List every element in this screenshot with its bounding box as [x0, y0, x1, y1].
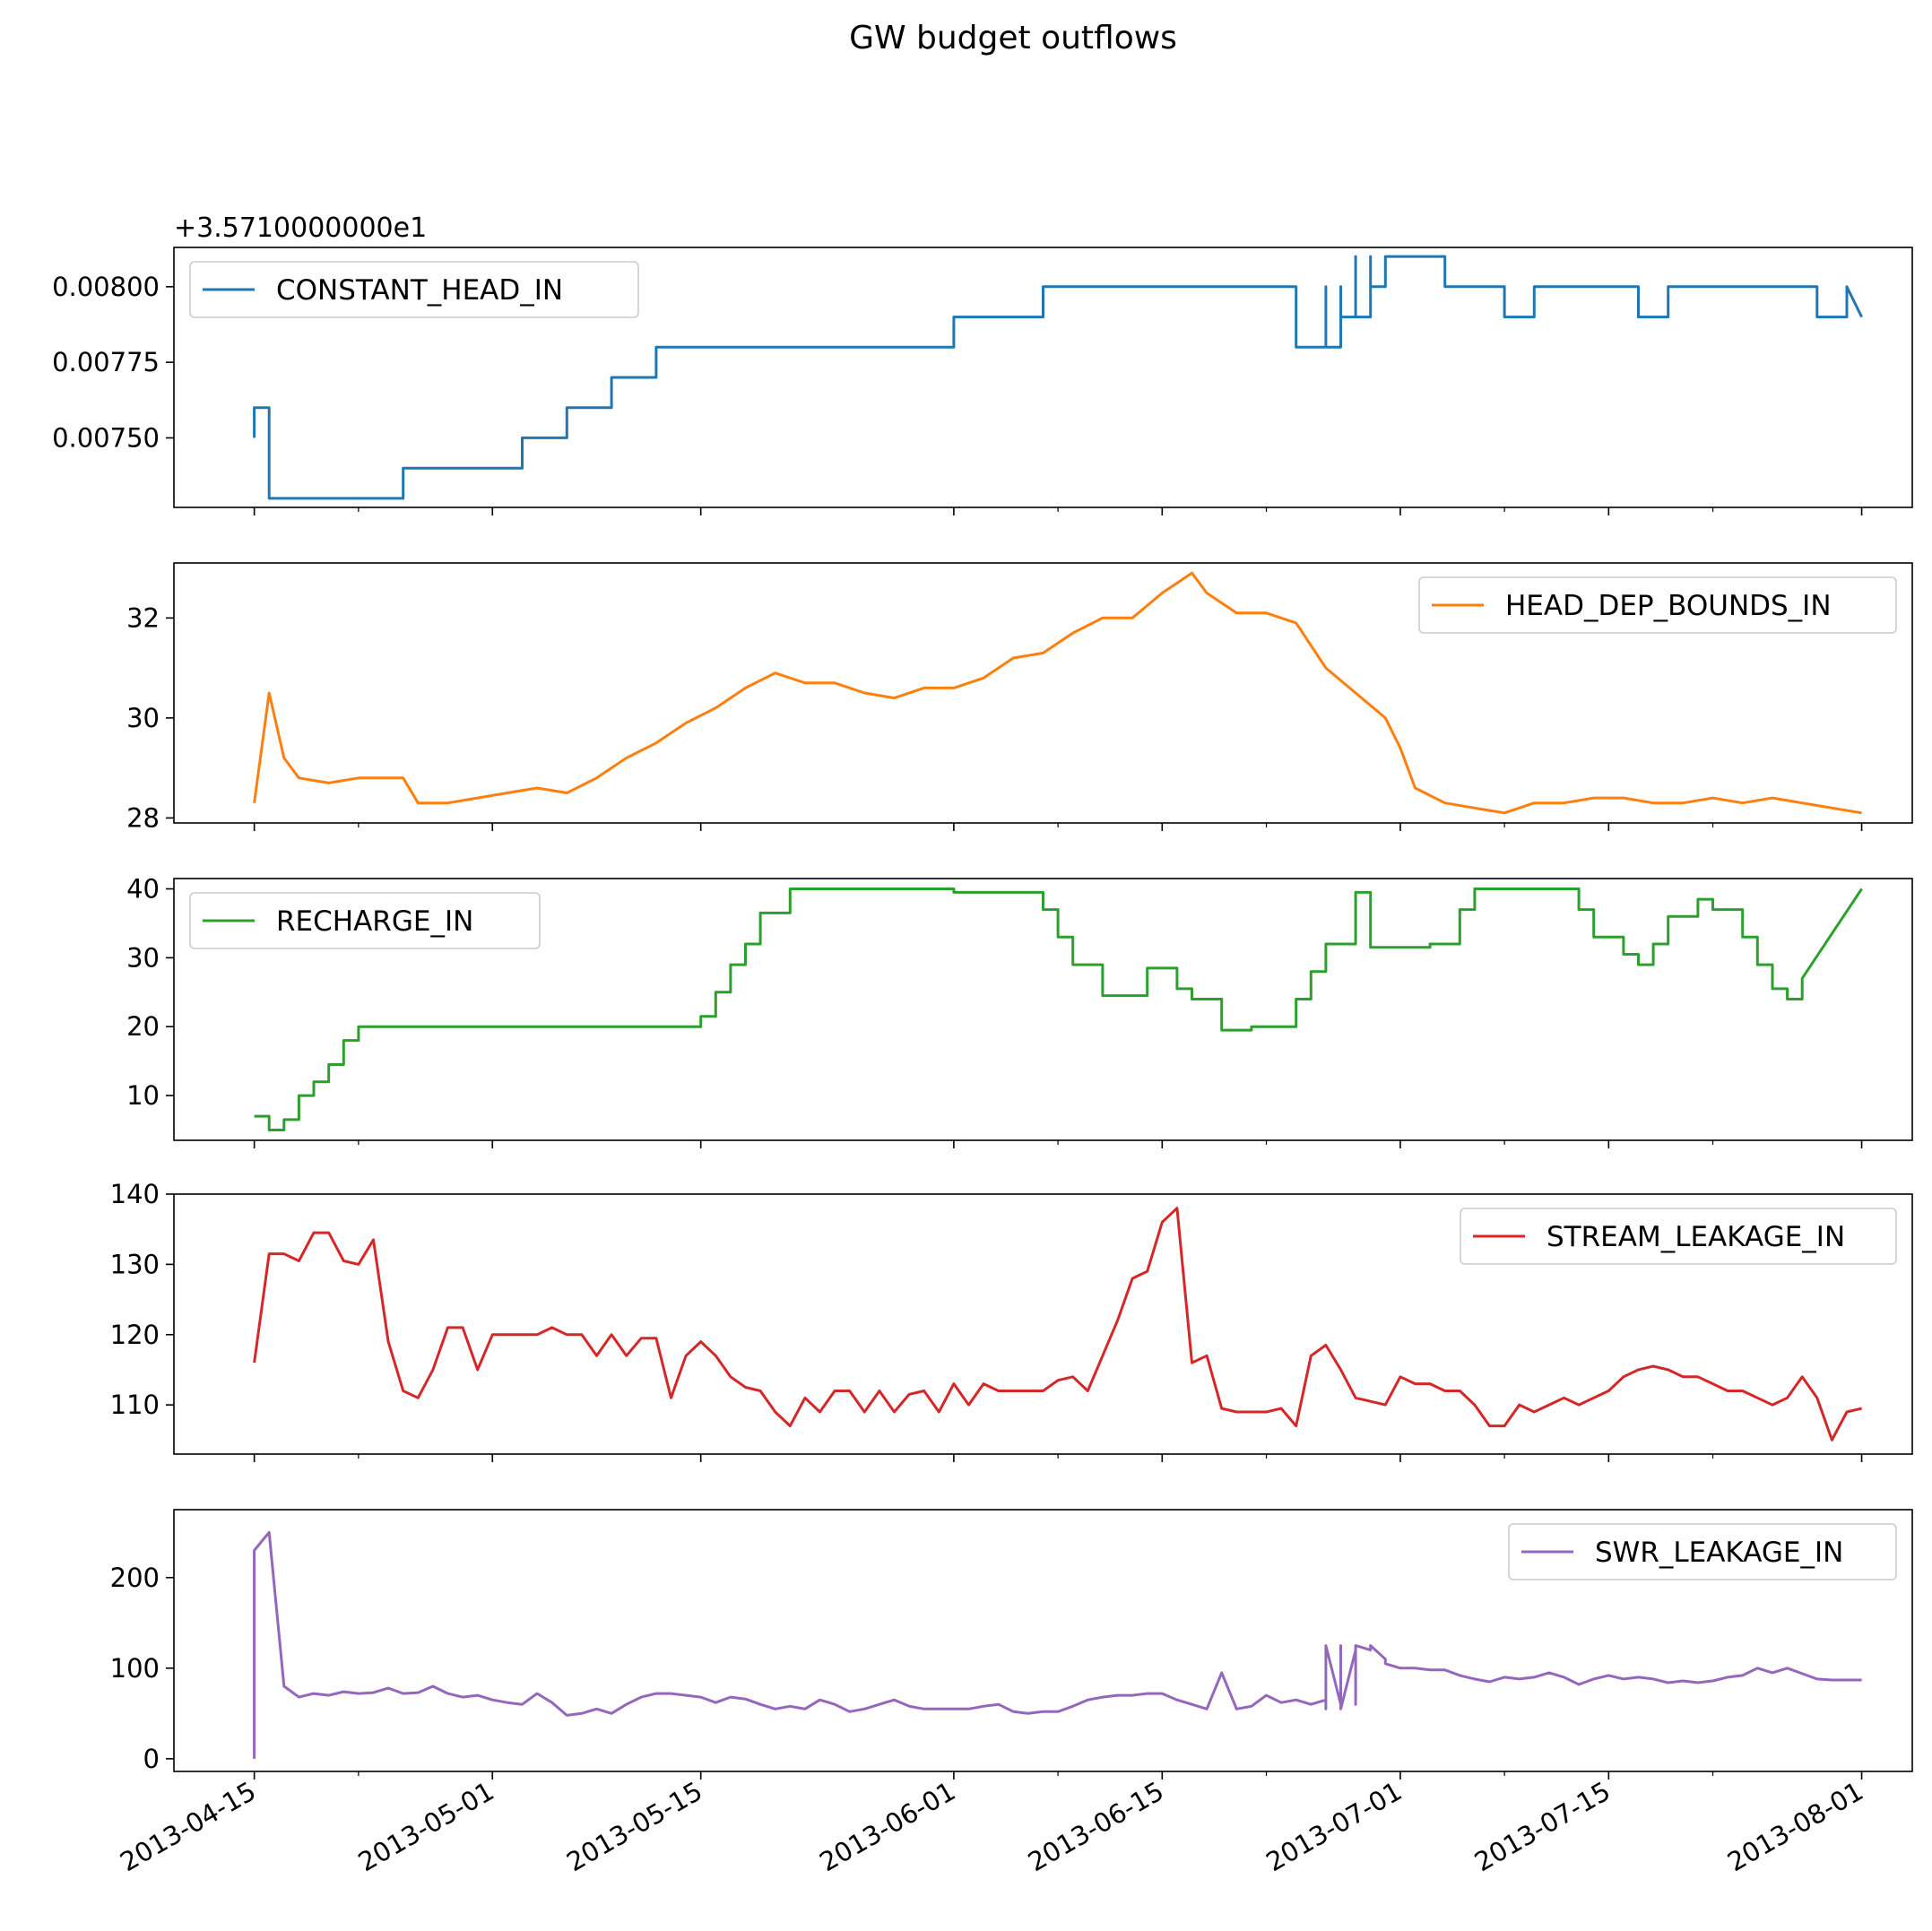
legend-box [189, 261, 639, 318]
y-offset-text: +3.5710000000e1 [174, 212, 427, 244]
y-tick-label: 28 [126, 802, 160, 833]
axes-frame [173, 878, 1913, 1141]
legend-box [1460, 1208, 1897, 1265]
legend: STREAM_LEAKAGE_IN [1460, 1208, 1897, 1265]
legend-box [1508, 1523, 1897, 1580]
y-tick-label: 110 [110, 1390, 160, 1420]
subplot-recharge-in: 10 20 30 40 RECHARGE_IN [126, 874, 1913, 1148]
subplot-head-dep-bounds-in: 28 30 32 HEAD_DEP_BOUNDS_IN [126, 562, 1913, 833]
series-line [253, 1207, 1862, 1442]
y-tick-label: 0.00750 [52, 422, 160, 453]
y-tick-label: 10 [126, 1080, 160, 1111]
legend-label: STREAM_LEAKAGE_IN [1546, 1221, 1845, 1253]
series-line [253, 1530, 1862, 1759]
y-tick-label: 100 [110, 1653, 160, 1684]
y-tick-label: 0 [143, 1744, 160, 1774]
y-tick-label: 30 [126, 942, 160, 973]
legend-label: CONSTANT_HEAD_IN [276, 274, 563, 307]
series-line [253, 255, 1863, 500]
y-tick-label: 0.00800 [52, 272, 160, 302]
legend: SWR_LEAKAGE_IN [1508, 1523, 1897, 1580]
subplot-stream-leakage-in: 110 120 130 140 STREAM_LEAKAGE_IN [110, 1179, 1913, 1462]
y-tick-label: 30 [126, 703, 160, 733]
y-tick-label: 40 [126, 874, 160, 905]
legend: HEAD_DEP_BOUNDS_IN [1418, 576, 1897, 634]
y-tick-label: 32 [126, 602, 160, 633]
legend-label: RECHARGE_IN [276, 905, 473, 938]
axes-frame [173, 247, 1913, 508]
series-line [253, 571, 1862, 815]
axes-frame [173, 1509, 1913, 1772]
y-tick-label: 200 [110, 1563, 160, 1593]
legend: RECHARGE_IN [189, 892, 541, 949]
subplot-swr-leakage-in: 0 100 200 SWR_LEAKAGE_IN [110, 1509, 1913, 1779]
legend-label: SWR_LEAKAGE_IN [1595, 1537, 1843, 1569]
series-line [254, 888, 1863, 1131]
subplot-constant-head-in: 0.00750 0.00775 0.00800 +3.5710000000e1 CONS… [52, 212, 1913, 515]
legend-box [189, 892, 541, 949]
axes-frame [173, 562, 1913, 824]
axes-frame [173, 1193, 1913, 1455]
figure-title: GW budget outflows [849, 20, 1177, 56]
y-tick-label: 130 [110, 1249, 160, 1279]
legend-box [1418, 576, 1897, 634]
y-tick-label: 20 [126, 1011, 160, 1042]
legend: CONSTANT_HEAD_IN [189, 261, 639, 318]
y-tick-label: 0.00775 [52, 347, 160, 377]
y-tick-label: 140 [110, 1179, 160, 1209]
legend-label: HEAD_DEP_BOUNDS_IN [1505, 590, 1832, 622]
y-tick-label: 120 [110, 1320, 160, 1350]
